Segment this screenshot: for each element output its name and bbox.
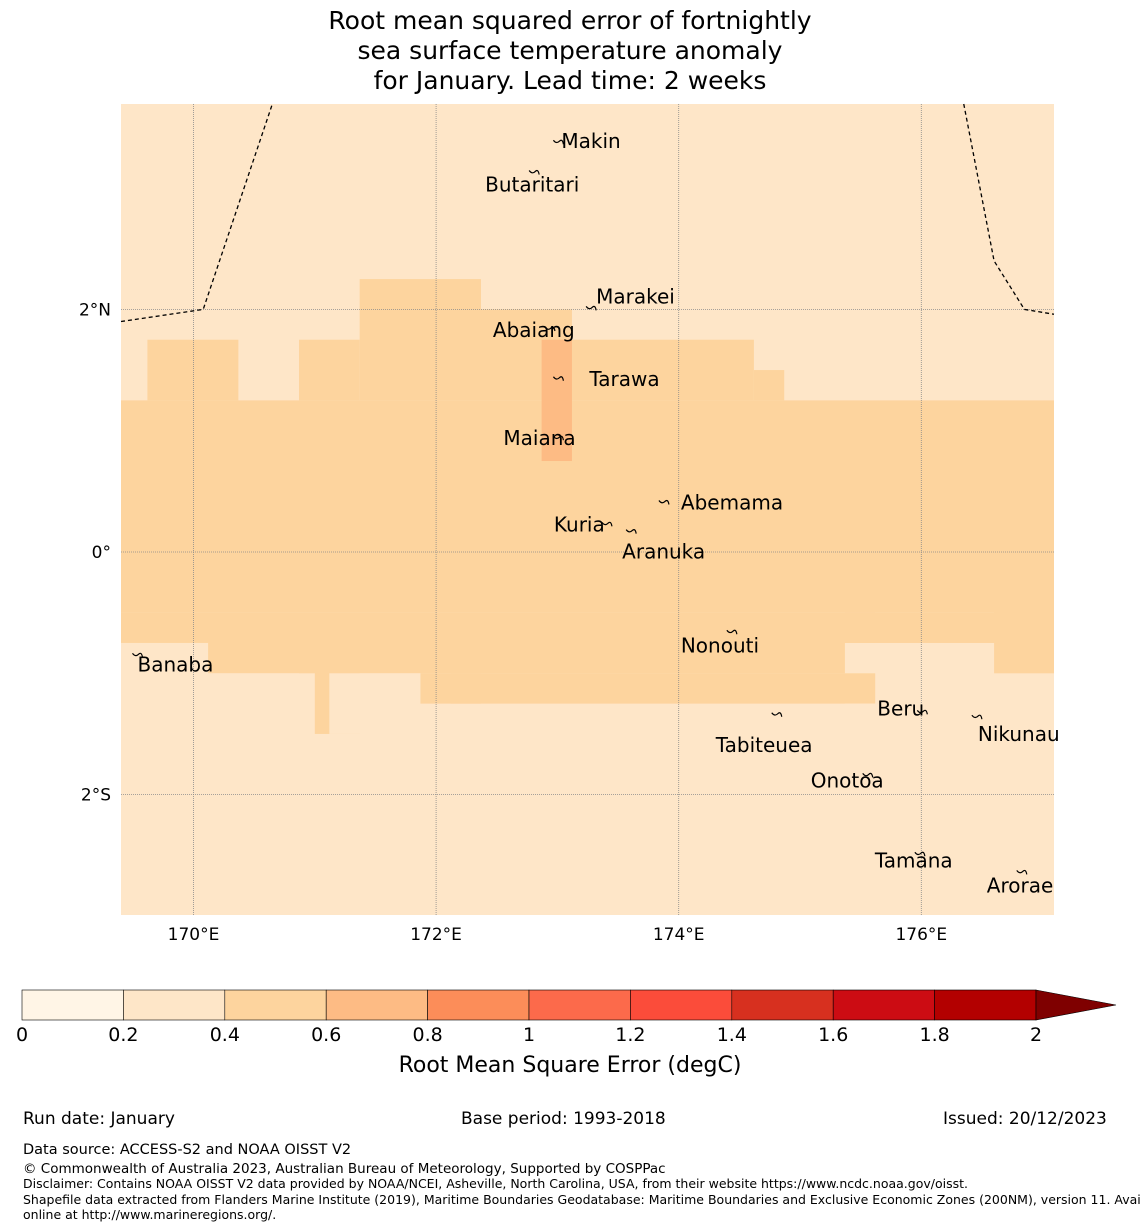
island-outline (971, 714, 983, 720)
colorbar-segment (224, 989, 327, 1021)
rmse-cell-0.4-0.6 (121, 400, 1054, 613)
rmse-cell-0.4-0.6 (121, 612, 1054, 643)
title-line-3: for January. Lead time: 2 weeks (373, 66, 767, 95)
map-title: Root mean squared error of fortnightly s… (0, 6, 1140, 96)
colorbar-segment (528, 989, 631, 1021)
island-outline (132, 652, 144, 658)
rmse-cell-0.2-0.4 (844, 703, 1054, 734)
colorbar-segment (21, 989, 124, 1021)
colorbar-segment (630, 989, 733, 1021)
rmse-cell-0.4-0.6 (147, 339, 239, 401)
shapefile-credit-line1: Shapefile data extracted from Flanders M… (23, 1192, 1140, 1207)
island-label: Butaritari (485, 173, 579, 197)
island-label: Abemama (681, 490, 783, 514)
copyright: © Commonwealth of Australia 2023, Austra… (23, 1161, 666, 1177)
shapefile-credit-line2: online at http://www.marineregions.org/. (23, 1207, 277, 1222)
rmse-cell-0.2-0.4 (329, 673, 421, 734)
island-outline (726, 629, 738, 635)
colorbar-tick: 1.2 (615, 1024, 646, 1046)
data-source: Data source: ACCESS-S2 and NOAA OISST V2 (23, 1142, 352, 1158)
island-outline (601, 521, 613, 527)
island-label: Tabiteuea (715, 733, 813, 757)
colorbar-tick: 0.2 (108, 1024, 139, 1046)
island-label: Onotoa (811, 768, 884, 792)
lat-tick-label: 2°N (79, 300, 111, 320)
island-label: Beru (877, 696, 924, 720)
lat-tick-label: 2°S (81, 786, 111, 806)
colorbar-segment (731, 989, 834, 1021)
island-outline (552, 376, 564, 381)
colorbar-tick: 1.6 (818, 1024, 849, 1046)
rmse-cell-0.4-0.6 (994, 582, 1054, 674)
colorbar-label: Root Mean Square Error (degC) (398, 1053, 742, 1078)
island-outline (552, 139, 564, 145)
colorbar-tick: 1 (522, 1024, 536, 1046)
island-outline (585, 305, 597, 311)
title-line-1: Root mean squared error of fortnightly (328, 6, 812, 35)
rmse-cell-0.4-0.6 (571, 339, 754, 401)
rmse-cell-0.2-0.4 (208, 673, 300, 734)
island-outline (862, 772, 874, 778)
colorbar-tick: 1.4 (716, 1024, 747, 1046)
island-outline (658, 499, 670, 505)
island-label: Makin (561, 129, 620, 153)
island-label: Nikunau (978, 722, 1060, 746)
rmse-cell-0.4-0.6 (753, 370, 785, 401)
rmse-cell-0.4-0.6 (450, 673, 481, 704)
island-label: Arorae (987, 873, 1053, 897)
colorbar-tick: 1.8 (919, 1024, 950, 1046)
island-label: Maiana (503, 426, 575, 450)
colorbar-segment (123, 989, 226, 1021)
colorbar-segment (325, 989, 428, 1021)
eez-boundary-west (120, 103, 273, 323)
lon-tick-label: 172°E (410, 925, 462, 945)
rmse-cell-0.6-0.8 (541, 339, 572, 462)
colorbar-tick: 0.4 (209, 1024, 240, 1046)
lon-tick-label: 176°E (895, 925, 947, 945)
island-outline (914, 851, 926, 857)
lon-tick-label: 174°E (653, 925, 705, 945)
rmse-cell-0.4-0.6 (359, 279, 481, 401)
island-label: Marakei (596, 284, 675, 308)
island-outline (552, 435, 564, 441)
island-label: Nonouti (681, 633, 759, 657)
colorbar-tick: 0.8 (412, 1024, 443, 1046)
island-label: Aranuka (622, 540, 705, 564)
colorbar-tick: 0.6 (311, 1024, 342, 1046)
rmse-cell-0.4-0.6 (208, 642, 845, 674)
colorbar-tick: 2 (1029, 1024, 1043, 1046)
island-outline (771, 712, 783, 717)
island-label: Tamana (874, 848, 953, 872)
island-outline (528, 169, 540, 175)
lon-tick-label: 170°E (168, 925, 220, 945)
island-outline (1016, 869, 1028, 875)
island-label: Kuria (554, 512, 605, 536)
lat-tick-label: 0° (92, 543, 111, 563)
island-label: Banaba (137, 652, 213, 676)
rmse-cell-0.4-0.6 (299, 339, 360, 401)
rmse-cell-0.4-0.6 (420, 673, 876, 704)
island-outline (544, 326, 556, 332)
island-label: Tarawa (588, 367, 659, 391)
title-line-2: sea surface temperature anomaly (357, 36, 783, 65)
run-date: Run date: January (23, 1109, 175, 1129)
colorbar-segment (832, 989, 935, 1021)
disclaimer: Disclaimer: Contains NOAA OISST V2 data … (23, 1176, 968, 1191)
issued-date: Issued: 20/12/2023 (943, 1109, 1107, 1129)
eez-boundary-east (963, 103, 1055, 315)
island-label: Abaiang (493, 318, 575, 342)
island-outline (916, 709, 928, 715)
colorbar-segment (934, 989, 1037, 1021)
rmse-cell-0.4-0.6 (844, 612, 876, 643)
colorbar-segment (427, 989, 530, 1021)
colorbar-tick: 0 (15, 1024, 29, 1046)
base-period: Base period: 1993-2018 (461, 1109, 666, 1129)
island-outline (625, 529, 637, 534)
colorbar-extend-arrow (1035, 989, 1117, 1021)
